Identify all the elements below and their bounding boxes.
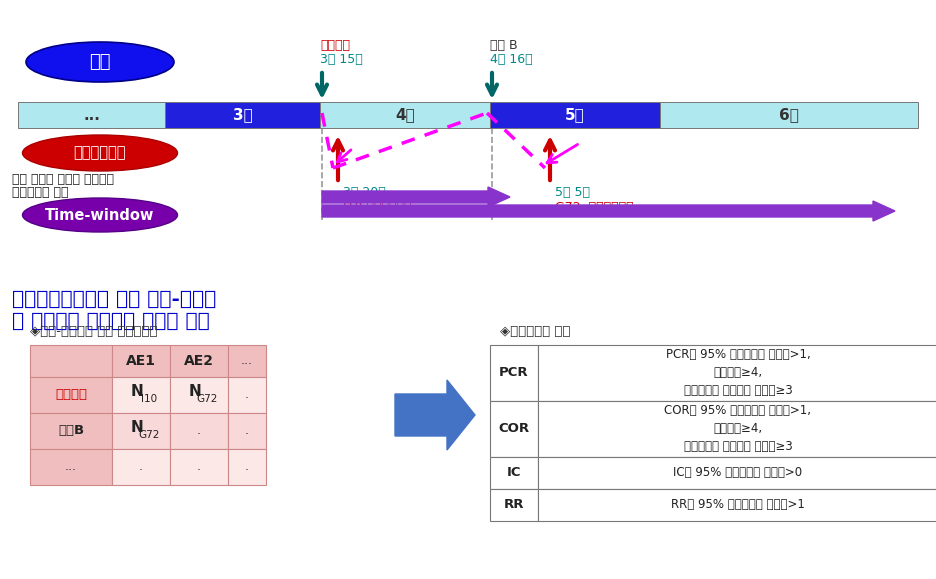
Text: PCR의 95% 신뢰구간의 하한치>1,
카이제곱≥4,
시범약물의 유해사례 발생건≥3: PCR의 95% 신뢰구간의 하한치>1, 카이제곱≥4, 시범약물의 유해사례… — [665, 349, 810, 398]
Text: .: . — [197, 460, 201, 474]
Bar — [227, 377, 266, 413]
FancyArrow shape — [322, 201, 894, 221]
Text: RR의 95% 신뢰구간의 하한치>1: RR의 95% 신뢰구간의 하한치>1 — [670, 499, 804, 511]
Text: ◈실마리정보 검색: ◈실마리정보 검색 — [500, 325, 570, 338]
Text: 3월 15일: 3월 15일 — [320, 53, 362, 66]
Text: 5월 5일: 5월 5일 — [554, 186, 590, 199]
Text: N: N — [130, 384, 143, 400]
Bar — [30, 413, 112, 449]
Text: 응 발생수를 기록하여 테이블 구성: 응 발생수를 기록하여 테이블 구성 — [12, 312, 210, 331]
Text: IC: IC — [506, 467, 520, 479]
Bar — [169, 413, 227, 449]
Text: 3월: 3월 — [232, 108, 252, 123]
Ellipse shape — [26, 42, 174, 82]
Text: 5월: 5월 — [564, 108, 584, 123]
Text: ...: ... — [65, 460, 77, 474]
Text: Time-window: Time-window — [45, 207, 154, 222]
Bar — [227, 413, 266, 449]
Bar — [112, 413, 169, 449]
Bar — [320, 102, 490, 128]
Text: ...: ... — [241, 354, 253, 368]
Text: AE2: AE2 — [183, 354, 213, 368]
Text: I10 본태성고혈압: I10 본태성고혈압 — [343, 201, 411, 214]
Bar — [30, 449, 112, 485]
Bar — [490, 489, 537, 521]
Text: .: . — [197, 424, 201, 438]
Text: 약물 B: 약물 B — [490, 39, 517, 52]
Text: RR: RR — [504, 499, 523, 511]
Bar — [537, 457, 936, 489]
Text: AE1: AE1 — [125, 354, 155, 368]
Text: 타미플루: 타미플루 — [55, 389, 87, 401]
Text: 약물B: 약물B — [58, 424, 84, 438]
Text: 3월 20일: 3월 20일 — [343, 186, 386, 199]
Text: .: . — [244, 424, 249, 438]
Text: 유해사례발생: 유해사례발생 — [74, 145, 126, 160]
Text: ...: ... — [83, 108, 100, 123]
FancyArrow shape — [395, 380, 475, 450]
FancyArrow shape — [322, 187, 509, 207]
Text: 4월 16일: 4월 16일 — [490, 53, 532, 66]
Bar — [227, 345, 266, 377]
Text: 처방: 처방 — [89, 53, 110, 71]
Text: G72  기타근육병증: G72 기타근육병증 — [554, 201, 633, 214]
Text: G72: G72 — [139, 430, 159, 440]
Bar — [112, 345, 169, 377]
Text: .: . — [244, 389, 249, 401]
Bar — [537, 489, 936, 521]
Bar — [659, 102, 917, 128]
Bar — [490, 401, 537, 457]
Bar — [169, 449, 227, 485]
Bar — [112, 449, 169, 485]
Text: I10: I10 — [140, 394, 157, 404]
Bar — [169, 377, 227, 413]
Text: G72: G72 — [197, 394, 217, 404]
Text: IC의 95% 신뢰구간의 하한치>0: IC의 95% 신뢰구간의 하한치>0 — [673, 467, 802, 479]
Text: N: N — [130, 420, 143, 435]
Bar — [18, 102, 165, 128]
Text: COR: COR — [498, 423, 529, 435]
Ellipse shape — [22, 135, 177, 171]
Bar — [169, 345, 227, 377]
Bar — [490, 345, 537, 401]
Bar — [30, 377, 112, 413]
Bar — [112, 377, 169, 413]
Text: 4월: 4월 — [395, 108, 415, 123]
Text: ◈약물-유해사례 빈도 테이블구성: ◈약물-유해사례 빈도 테이블구성 — [30, 325, 157, 338]
Bar — [30, 345, 112, 377]
Text: .: . — [139, 460, 143, 474]
Text: N: N — [188, 384, 201, 400]
Text: 6월: 6월 — [778, 108, 798, 123]
Text: 청구자료에포함된 모든 약물-유해반: 청구자료에포함된 모든 약물-유해반 — [12, 290, 216, 309]
Text: COR의 95% 신뢰구간의 하한치>1,
카이제곱≥4,
시범약물의 유해사례 발생건≥3: COR의 95% 신뢰구간의 하한치>1, 카이제곱≥4, 시범약물의 유해사례… — [664, 405, 811, 453]
Bar — [537, 345, 936, 401]
Text: 약물 사용후 내원시 진단명을: 약물 사용후 내원시 진단명을 — [12, 173, 114, 186]
Bar — [490, 457, 537, 489]
Bar — [227, 449, 266, 485]
Text: 유해사례로 간주: 유해사례로 간주 — [12, 186, 68, 199]
Text: 타미플루: 타미플루 — [320, 39, 350, 52]
Text: .: . — [244, 460, 249, 474]
Ellipse shape — [22, 198, 177, 232]
Text: PCR: PCR — [499, 367, 528, 379]
Bar — [537, 401, 936, 457]
Bar — [490, 102, 659, 128]
Bar — [165, 102, 320, 128]
